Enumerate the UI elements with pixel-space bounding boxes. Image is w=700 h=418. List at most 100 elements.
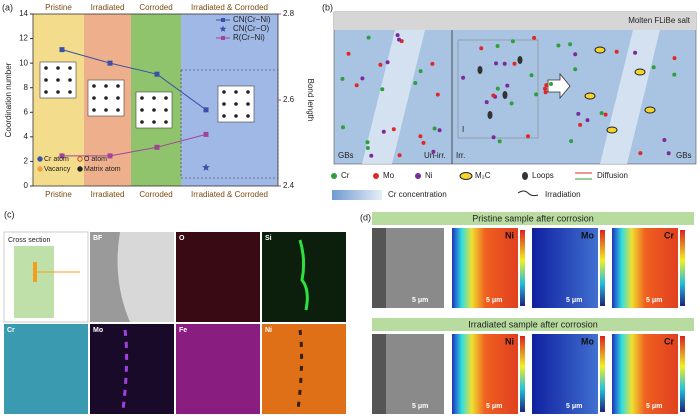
colorbar	[600, 230, 605, 306]
atom	[340, 76, 345, 81]
atom	[56, 90, 60, 94]
element-label: Ni	[505, 336, 514, 346]
y2-axis-title: Bond length	[306, 79, 315, 122]
legend-swatch	[221, 36, 225, 40]
element-label: Mo	[581, 336, 594, 346]
unirr-label: Un-irr.	[424, 151, 446, 160]
atom	[495, 86, 500, 91]
y-tick-label: 2	[24, 157, 29, 166]
category-label: Corroded	[139, 3, 172, 12]
carbide	[594, 46, 606, 54]
zoom-box	[457, 39, 539, 139]
legend-text: Diffusion	[597, 171, 628, 180]
atom	[164, 108, 168, 112]
atom	[494, 61, 498, 66]
atom	[68, 66, 72, 70]
colorbar	[600, 336, 605, 412]
atom	[502, 61, 507, 66]
atom	[573, 67, 578, 72]
atom	[614, 49, 619, 54]
category-label: Pristine	[45, 3, 72, 12]
atom	[152, 96, 156, 100]
atom	[461, 75, 466, 80]
sem-image	[386, 228, 444, 308]
image-label: Fe	[179, 327, 187, 334]
atom	[495, 44, 500, 48]
image	[176, 232, 260, 322]
atom	[44, 66, 48, 70]
element-label: Mo	[581, 230, 594, 240]
atom	[354, 83, 359, 88]
atom	[556, 43, 561, 48]
row-header	[372, 212, 694, 225]
legend-swatch	[77, 166, 83, 172]
atom	[491, 93, 496, 98]
scale-label: 5 μm	[412, 297, 428, 304]
atom	[56, 66, 60, 70]
atom	[92, 96, 96, 100]
atom	[413, 81, 418, 85]
atom	[418, 134, 423, 139]
atom	[549, 82, 553, 86]
atom	[140, 108, 144, 112]
legend-text: Ni	[425, 171, 433, 180]
atom	[510, 39, 515, 44]
atom	[599, 111, 604, 116]
atom	[246, 90, 250, 94]
y-tick-label: 10	[19, 58, 28, 67]
atom	[651, 65, 656, 70]
row-title: Irradiated sample after corrosion	[468, 319, 598, 329]
legend-swatch	[37, 156, 43, 162]
y2-tick-label: 2.4	[283, 181, 295, 190]
scale-label: 5 μm	[412, 403, 428, 410]
atom	[369, 153, 374, 158]
atom	[234, 90, 238, 94]
row-title: Pristine sample after corrosion	[472, 213, 594, 223]
y-tick-label: 6	[24, 107, 29, 116]
atom	[569, 139, 574, 144]
eds-map	[612, 228, 678, 308]
image	[117, 232, 174, 322]
atom	[484, 100, 489, 105]
colorbar	[520, 336, 525, 412]
panel-a: (a) Pristine Pristine Irradiated Irradiated C…	[2, 2, 315, 199]
legend-swatch	[517, 190, 539, 197]
marker	[203, 131, 209, 137]
series-line	[62, 133, 207, 157]
atom	[395, 33, 400, 38]
atom	[380, 87, 385, 92]
legend-swatch	[77, 156, 83, 162]
atom	[397, 153, 402, 158]
atom	[104, 108, 108, 112]
maps: 5 μm Ni 5 μm Mo 5 μm Cr 5 μm 5 μm Ni 5 μm Mo 5 μm Cr…	[372, 228, 685, 414]
legend-text: Loops	[532, 171, 554, 180]
image	[4, 324, 88, 414]
legend-text: M₂C	[475, 171, 491, 180]
atom	[435, 92, 440, 97]
atom	[246, 114, 250, 118]
eds-map	[452, 228, 518, 308]
grain-boundary	[362, 30, 425, 164]
legend-text: Matrix atom	[84, 166, 121, 173]
atom	[544, 83, 549, 88]
marker	[154, 144, 160, 150]
legend-text: Vacancy	[44, 166, 71, 173]
eds-map	[452, 334, 518, 414]
atom	[104, 84, 108, 88]
atom	[633, 50, 638, 55]
category-label: Corroded	[139, 190, 172, 199]
legend-swatch	[219, 25, 227, 32]
atom	[234, 102, 238, 106]
category-label: Irradiated & Corroded	[191, 190, 268, 199]
sem-image	[386, 334, 444, 414]
y2-tick-label: 2.8	[283, 9, 295, 18]
category-label: Pristine	[45, 190, 72, 199]
salt-title: Molten FLiBe salt	[628, 16, 691, 25]
category-label: Irradiated & Corroded	[191, 3, 268, 12]
atom	[222, 90, 226, 94]
atom	[543, 86, 547, 91]
carbide	[634, 68, 646, 76]
atoms	[340, 33, 677, 158]
panel-c: (c) Cross section BF O Si Cr Mo Fe Ni	[3, 209, 346, 414]
